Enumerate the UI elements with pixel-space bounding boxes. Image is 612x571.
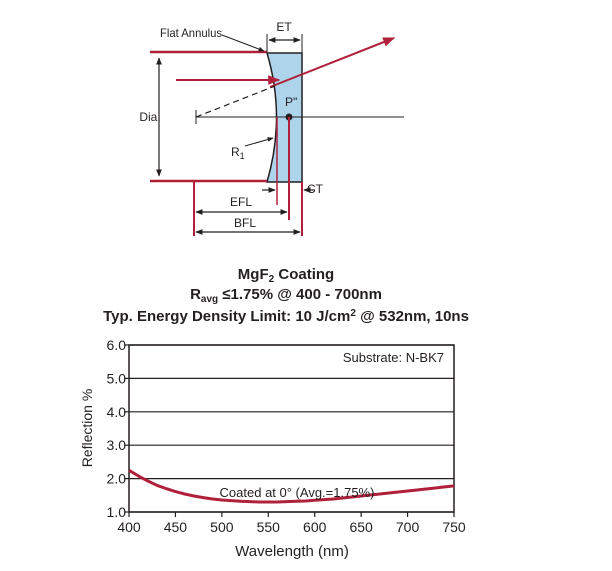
x-tick-label: 400 <box>117 519 141 535</box>
x-tick-label: 750 <box>442 519 466 535</box>
title-line-1: MgF2 Coating <box>238 266 334 285</box>
y-tick-label: 4.0 <box>107 404 127 420</box>
y-axis-label: Reflection % <box>79 389 95 468</box>
title-1a: MgF <box>238 266 269 283</box>
title-1-sub: 2 <box>269 274 275 285</box>
title-2b: ≤1.75% @ 400 - 700nm <box>218 286 382 303</box>
title-2-sub: avg <box>201 294 218 305</box>
title-3-sup: 2 <box>350 308 356 319</box>
flat-annulus-label: Flat Annulus <box>160 26 222 40</box>
title-3a: Typ. Energy Density Limit: 10 J/cm <box>103 308 350 325</box>
y-tick-label: 2.0 <box>107 471 127 487</box>
p2-label: P" <box>285 95 297 109</box>
title-line-2: Ravg ≤1.75% @ 400 - 700nm <box>190 286 382 305</box>
flat-annulus-leader <box>221 34 265 52</box>
ct-label: CT <box>307 182 324 196</box>
efl-label: EFL <box>230 195 252 209</box>
r1-label: R1 <box>231 145 245 161</box>
virtual-ray <box>195 85 276 118</box>
r1-main: R <box>231 145 240 159</box>
y-ticks: 1.0 2.0 3.0 4.0 5.0 6.0 <box>107 337 129 520</box>
exit-ray <box>269 37 396 88</box>
r1-sub: 1 <box>240 151 245 161</box>
x-tick-label: 500 <box>210 519 234 535</box>
y-tick-label: 1.0 <box>107 504 127 520</box>
y-tick-label: 6.0 <box>107 337 127 353</box>
x-tick-label: 450 <box>164 519 188 535</box>
x-axis-label: Wavelength (nm) <box>235 543 349 560</box>
series-line <box>128 469 455 504</box>
x-ticks: 400 450 500 550 600 650 700 750 <box>117 512 466 535</box>
title-3b: @ 532nm, 10ns <box>356 308 469 325</box>
et-label: ET <box>276 20 292 34</box>
dia-label: Dia. <box>139 110 160 124</box>
title-1b: Coating <box>274 266 334 283</box>
x-tick-label: 650 <box>349 519 373 535</box>
series-label: Coated at 0° (Avg.=1.75%) <box>220 485 375 500</box>
plot: 1.0 2.0 3.0 4.0 5.0 6.0 400 450 500 550 600 650 700… <box>79 337 466 560</box>
chart-title: MgF2 Coating Ravg ≤1.75% @ 400 - 700nm T… <box>103 266 469 325</box>
y-tick-label: 3.0 <box>107 437 127 453</box>
x-tick-label: 700 <box>396 519 420 535</box>
y-tick-label: 5.0 <box>107 370 127 386</box>
series-layer <box>128 469 455 504</box>
title-2a: R <box>190 286 201 303</box>
title-line-3: Typ. Energy Density Limit: 10 J/cm2 @ 53… <box>103 308 469 325</box>
x-tick-label: 600 <box>303 519 327 535</box>
r1-leader <box>244 137 274 147</box>
bfl-label: BFL <box>234 216 256 230</box>
x-tick-label: 550 <box>257 519 281 535</box>
substrate-label: Substrate: N-BK7 <box>343 350 444 365</box>
lens-diagram: Flat Annulus ET Dia. P" R1 CT EFL BFL <box>139 20 404 236</box>
plot-frame <box>128 344 455 513</box>
